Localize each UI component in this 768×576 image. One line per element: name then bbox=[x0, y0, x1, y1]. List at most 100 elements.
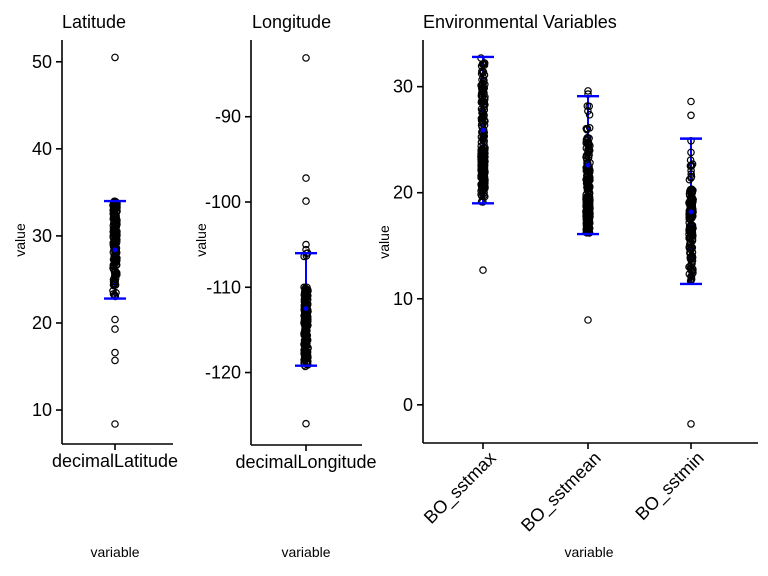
data-point bbox=[111, 213, 119, 221]
data-point bbox=[301, 284, 310, 293]
outlier-point bbox=[302, 419, 310, 428]
data-point bbox=[479, 101, 488, 110]
data-point bbox=[302, 341, 310, 349]
y-tick-label: -100 bbox=[205, 192, 241, 212]
data-point bbox=[480, 188, 488, 197]
data-point bbox=[480, 181, 489, 190]
outlier-point bbox=[584, 87, 592, 95]
outlier-point bbox=[687, 420, 695, 428]
data-point bbox=[479, 154, 488, 163]
data-point bbox=[688, 187, 696, 196]
mean-point bbox=[303, 306, 309, 311]
y-tick-label: -120 bbox=[205, 363, 241, 383]
y-tick-label: 20 bbox=[393, 183, 413, 203]
data-point bbox=[584, 168, 593, 176]
data-point bbox=[687, 202, 696, 210]
data-point bbox=[685, 215, 694, 223]
data-point bbox=[477, 164, 486, 173]
outlier-point bbox=[111, 53, 119, 62]
data-point bbox=[479, 132, 488, 140]
data-point bbox=[480, 106, 489, 114]
outlier-point bbox=[584, 316, 592, 324]
x-axis-title-latitude: variable bbox=[90, 544, 140, 560]
data-point bbox=[478, 167, 486, 176]
category-label: decimalLatitude bbox=[52, 451, 178, 471]
y-tick-label: 0 bbox=[403, 395, 413, 415]
data-point bbox=[300, 289, 309, 298]
data-point bbox=[478, 60, 487, 68]
outlier-point bbox=[111, 315, 119, 324]
y-tick-label: 20 bbox=[32, 313, 52, 333]
y-tick-label: 50 bbox=[32, 52, 52, 72]
data-point bbox=[479, 166, 488, 174]
outlier-point bbox=[111, 356, 119, 365]
data-point bbox=[111, 221, 120, 230]
data-point bbox=[582, 175, 590, 184]
data-point bbox=[689, 224, 697, 233]
x-axis-title-environmental: variable bbox=[564, 544, 614, 560]
data-point bbox=[112, 230, 120, 239]
category-label: BO_sstmean bbox=[517, 448, 605, 536]
data-point bbox=[303, 351, 312, 360]
mean-point bbox=[480, 127, 486, 133]
data-point bbox=[584, 145, 592, 154]
outlier-point bbox=[111, 420, 119, 428]
category-label: BO_sstmin bbox=[631, 448, 708, 525]
data-point bbox=[583, 125, 591, 134]
outlier-point bbox=[687, 111, 695, 120]
y-tick-label: 10 bbox=[393, 289, 413, 309]
panel-title-longitude: Longitude bbox=[252, 12, 332, 32]
data-point bbox=[687, 198, 696, 206]
data-point bbox=[686, 249, 694, 257]
y-tick-label: -90 bbox=[215, 107, 241, 127]
y-tick-label: 10 bbox=[32, 400, 52, 420]
y-tick-label: -110 bbox=[206, 277, 241, 297]
outlier-point bbox=[302, 240, 310, 249]
data-point bbox=[688, 259, 696, 268]
data-point bbox=[585, 102, 594, 111]
data-point bbox=[478, 88, 487, 96]
panel-title-environmental-variables: Environmental Variables bbox=[423, 12, 617, 32]
data-point bbox=[583, 193, 592, 201]
data-point bbox=[302, 288, 310, 297]
data-point bbox=[111, 235, 119, 243]
data-point bbox=[300, 342, 309, 350]
data-point bbox=[582, 209, 591, 218]
outlier-point bbox=[302, 54, 310, 62]
data-point bbox=[583, 133, 592, 142]
data-point bbox=[478, 114, 487, 122]
data-point bbox=[303, 360, 311, 369]
data-point bbox=[584, 148, 592, 157]
outlier-point bbox=[687, 162, 695, 171]
data-point bbox=[582, 179, 591, 188]
mean-point bbox=[585, 162, 591, 168]
data-point bbox=[585, 111, 594, 119]
outlier-point bbox=[111, 348, 119, 357]
category-label: BO_sstmax bbox=[420, 448, 501, 529]
mean-point bbox=[112, 247, 118, 253]
y-axis-title-latitude: value bbox=[12, 223, 28, 257]
category-label: decimalLongitude bbox=[235, 452, 376, 472]
data-point bbox=[479, 73, 487, 82]
data-point bbox=[688, 221, 697, 230]
x-axis-title-longitude: variable bbox=[281, 544, 331, 560]
data-point bbox=[583, 219, 591, 228]
data-point bbox=[686, 264, 695, 273]
data-point bbox=[687, 170, 696, 178]
outlier-point bbox=[687, 174, 695, 182]
data-point bbox=[685, 234, 693, 242]
data-point bbox=[583, 184, 592, 193]
data-point bbox=[480, 89, 488, 97]
y-tick-label: 30 bbox=[32, 226, 52, 246]
data-point bbox=[480, 121, 489, 129]
data-point bbox=[585, 188, 594, 197]
outlier-point bbox=[111, 325, 119, 333]
y-axis-title-environmental: value bbox=[376, 225, 392, 259]
data-point bbox=[300, 318, 309, 327]
y-tick-label: 30 bbox=[393, 77, 413, 97]
data-point bbox=[479, 68, 488, 76]
outlier-point bbox=[302, 197, 310, 205]
data-point bbox=[689, 269, 697, 277]
